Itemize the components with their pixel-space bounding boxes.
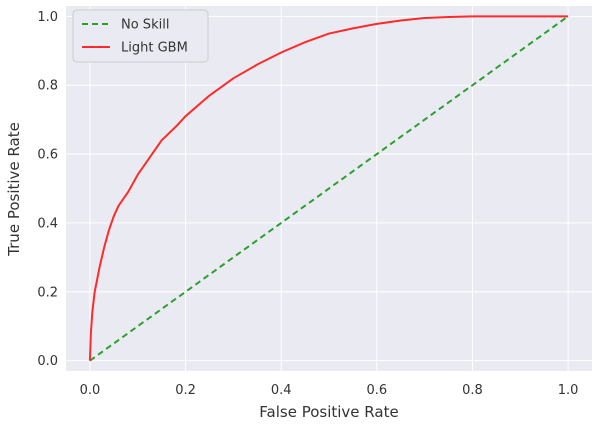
y-tick-label: 0.0 bbox=[37, 354, 58, 369]
x-tick-label: 0.2 bbox=[175, 383, 196, 398]
y-tick-label: 0.2 bbox=[37, 285, 58, 300]
series-line-light-gbm bbox=[88, 15, 569, 361]
legend-label-light-gbm: Light GBM bbox=[121, 41, 188, 56]
x-tick-label: 0.4 bbox=[271, 383, 292, 398]
y-tick-labels: 0.0 0.2 0.4 0.6 0.8 1.0 bbox=[37, 10, 58, 369]
x-tick-labels: 0.0 0.2 0.4 0.6 0.8 1.0 bbox=[80, 383, 579, 398]
y-tick-label: 0.8 bbox=[37, 79, 58, 94]
grid bbox=[66, 6, 592, 371]
x-tick-label: 0.8 bbox=[462, 383, 483, 398]
x-tick-label: 1.0 bbox=[558, 383, 579, 398]
legend: No Skill Light GBM bbox=[72, 9, 209, 63]
y-tick-label: 1.0 bbox=[37, 10, 58, 25]
y-tick-label: 0.6 bbox=[37, 148, 58, 163]
series-line-no-skill bbox=[89, 15, 569, 362]
series-layer bbox=[88, 15, 569, 362]
y-axis-label: True Positive Rate bbox=[5, 122, 23, 257]
x-tick-label: 0.0 bbox=[80, 383, 101, 398]
x-tick-label: 0.6 bbox=[366, 383, 387, 398]
y-tick-label: 0.4 bbox=[37, 216, 58, 231]
x-axis-label: False Positive Rate bbox=[259, 403, 398, 421]
legend-label-no-skill: No Skill bbox=[121, 18, 169, 33]
